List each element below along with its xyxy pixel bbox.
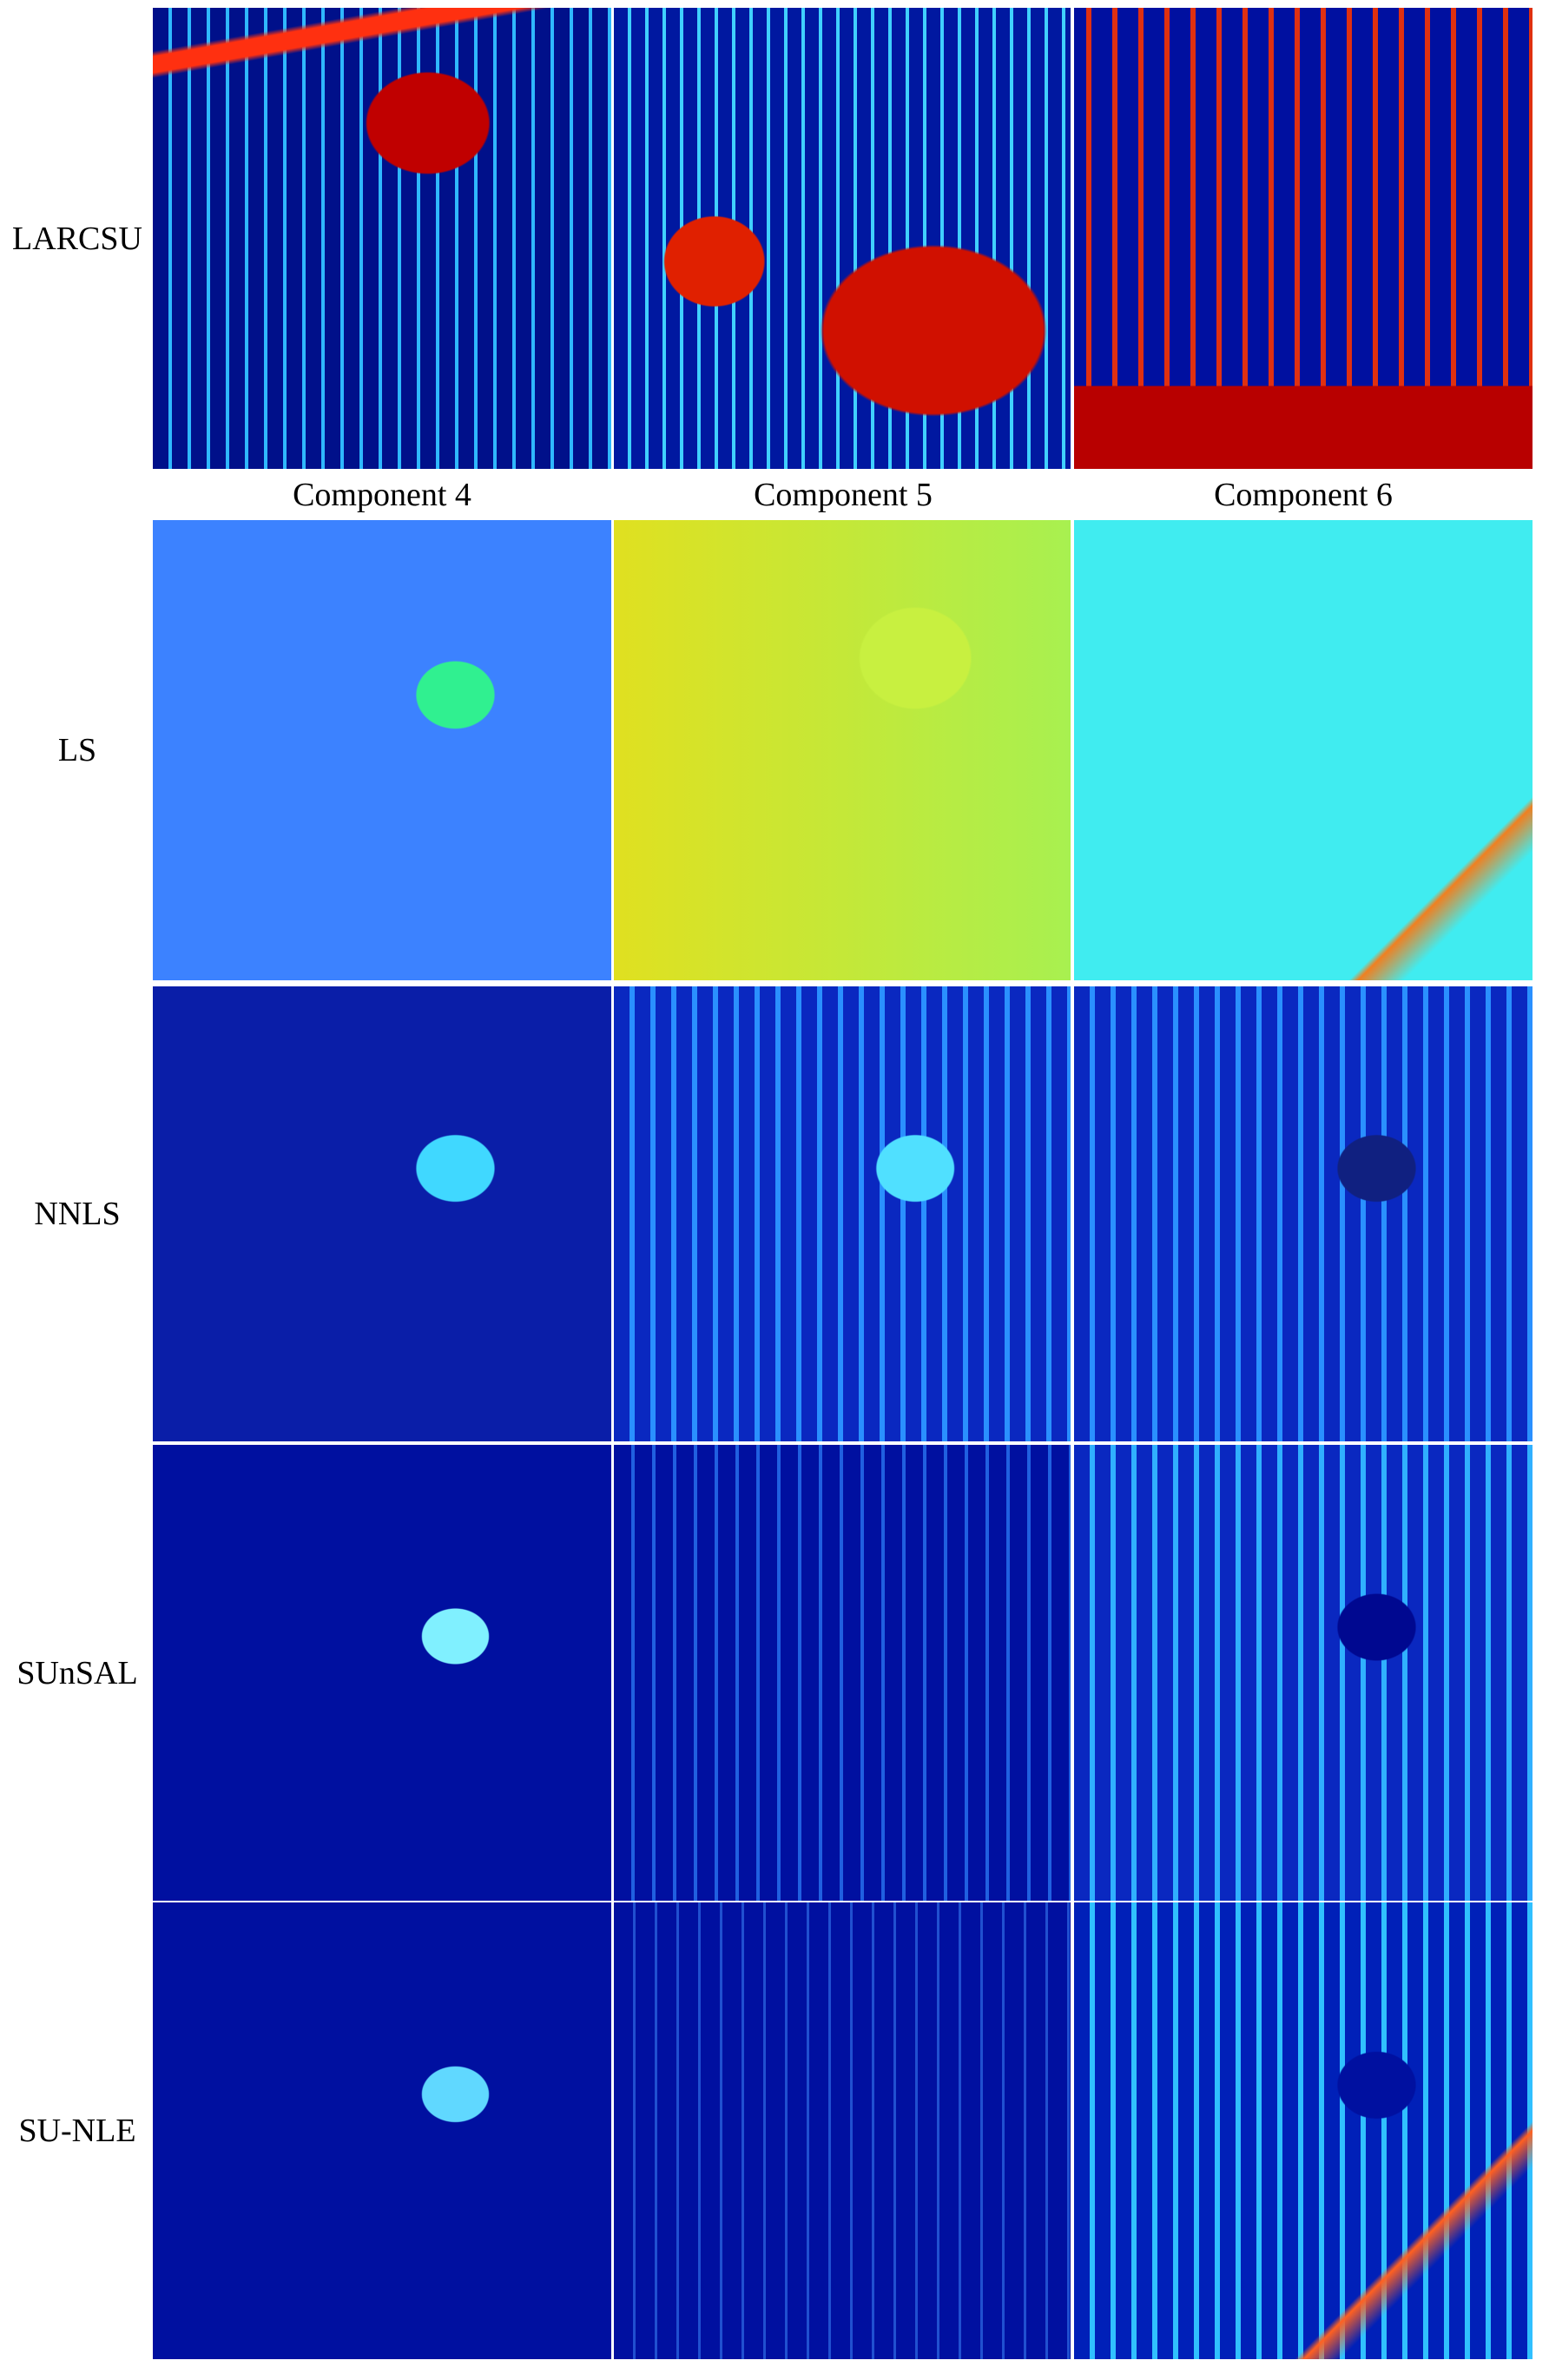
column-header: Component 4: [293, 477, 471, 513]
abundance-map: [614, 1902, 1071, 2359]
abundance-map: [1074, 1902, 1533, 2359]
abundance-map: [614, 986, 1071, 1441]
abundance-map: [153, 8, 611, 469]
abundance-map: [614, 8, 1071, 469]
row-label: SU-NLE: [18, 2113, 136, 2149]
abundance-map: [153, 1445, 611, 1901]
abundance-map: [1074, 8, 1533, 469]
abundance-map: [1074, 986, 1533, 1441]
column-header: Component 6: [1214, 477, 1393, 513]
column-header: Component 5: [754, 477, 933, 513]
abundance-map: [153, 986, 611, 1441]
abundance-map: [614, 520, 1071, 980]
row-label: LS: [57, 732, 97, 768]
abundance-map: [153, 520, 611, 980]
abundance-map: [614, 1445, 1071, 1901]
row-label: LARCSU: [12, 220, 142, 257]
abundance-map: [1074, 1445, 1533, 1901]
row-label: NNLS: [34, 1196, 121, 1232]
abundance-map: [1074, 520, 1533, 980]
row-label: SUnSAL: [16, 1654, 138, 1691]
abundance-map: [153, 1902, 611, 2359]
